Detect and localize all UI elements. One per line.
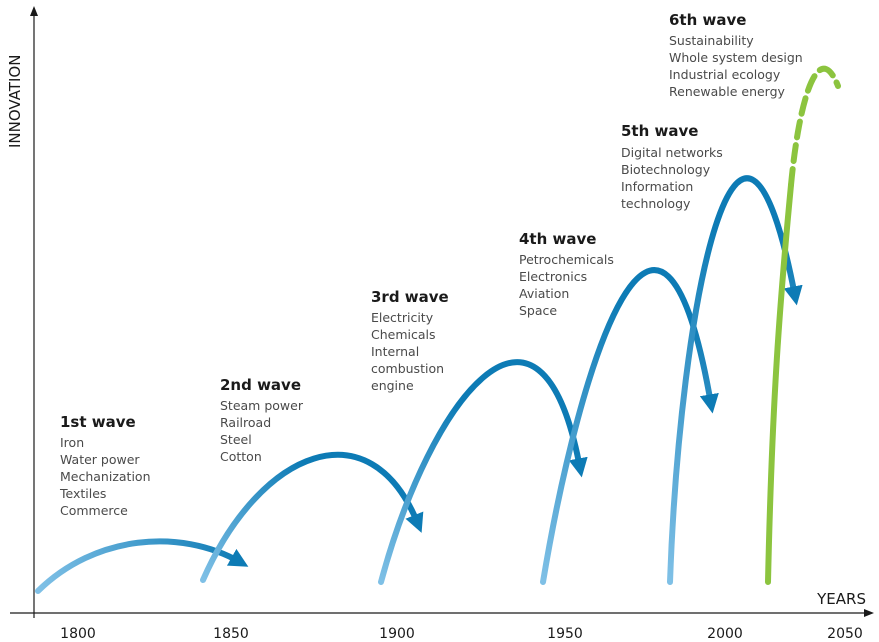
wave-title: 3rd wave [371, 288, 449, 306]
axes: INNOVATION YEARS 1800 1850 1900 1950 200… [6, 6, 874, 642]
wave-label-6: 6th wave Sustainability Whole system des… [669, 11, 803, 99]
wave-item: Water power [60, 452, 140, 467]
x-axis-arrow-icon [864, 609, 874, 617]
wave-item: Aviation [519, 286, 569, 301]
y-axis-arrow-icon [30, 6, 38, 16]
wave-label-2: 2nd wave Steam power Railroad Steel Cott… [220, 376, 304, 464]
wave-title: 5th wave [621, 122, 698, 140]
wave-6-curve [765, 182, 794, 585]
x-tick-label: 1950 [547, 626, 583, 642]
wave-item: Electronics [519, 269, 587, 284]
x-axis-label: YEARS [816, 590, 866, 608]
wave-title: 6th wave [669, 11, 746, 29]
wave-item: Cotton [220, 449, 262, 464]
wave-item: Information [621, 179, 693, 194]
x-tick-label: 1800 [60, 626, 96, 642]
wave-title: 1st wave [60, 413, 136, 431]
wave-label-1: 1st wave Iron Water power Mechanization … [59, 413, 151, 518]
wave-item: Steam power [220, 398, 304, 413]
wave-item: Steel [220, 432, 252, 447]
wave-title: 4th wave [519, 230, 596, 248]
wave-item: engine [371, 378, 414, 393]
wave-item: combustion [371, 361, 444, 376]
x-tick-label: 2050 [827, 626, 863, 642]
wave-3-curve [378, 359, 588, 585]
wave-item: Iron [60, 435, 84, 450]
wave-item: Petrochemicals [519, 252, 614, 267]
wave-item: Textiles [59, 486, 106, 501]
wave-item: Sustainability [669, 33, 754, 48]
wave-item: Digital networks [621, 145, 723, 160]
wave-item: Space [519, 303, 557, 318]
wave-item: Renewable energy [669, 84, 786, 99]
wave-title: 2nd wave [220, 376, 301, 394]
wave-4-curve [540, 267, 719, 585]
wave-label-4: 4th wave Petrochemicals Electronics Avia… [519, 230, 614, 318]
wave-item: Industrial ecology [669, 67, 781, 82]
wave-6-projection-curve [788, 65, 841, 188]
wave-item: Commerce [60, 503, 128, 518]
x-tick-label: 1850 [213, 626, 249, 642]
wave-item: Chemicals [371, 327, 436, 342]
wave-item: Internal [371, 344, 419, 359]
wave-2-curve [200, 451, 424, 583]
wave-item: Railroad [220, 415, 271, 430]
wave-curves [35, 65, 841, 594]
y-axis-label: INNOVATION [6, 55, 24, 148]
wave-item: Mechanization [60, 469, 151, 484]
x-tick-label: 1900 [379, 626, 415, 642]
wave-label-3: 3rd wave Electricity Chemicals Internal … [371, 288, 449, 393]
wave-5-curve [667, 175, 803, 585]
wave-item: Electricity [371, 310, 434, 325]
wave-item: technology [621, 196, 691, 211]
wave-item: Biotechnology [621, 162, 711, 177]
wave-item: Whole system design [669, 50, 803, 65]
x-tick-label: 2000 [707, 626, 743, 642]
wave-label-5: 5th wave Digital networks Biotechnology … [621, 122, 723, 211]
